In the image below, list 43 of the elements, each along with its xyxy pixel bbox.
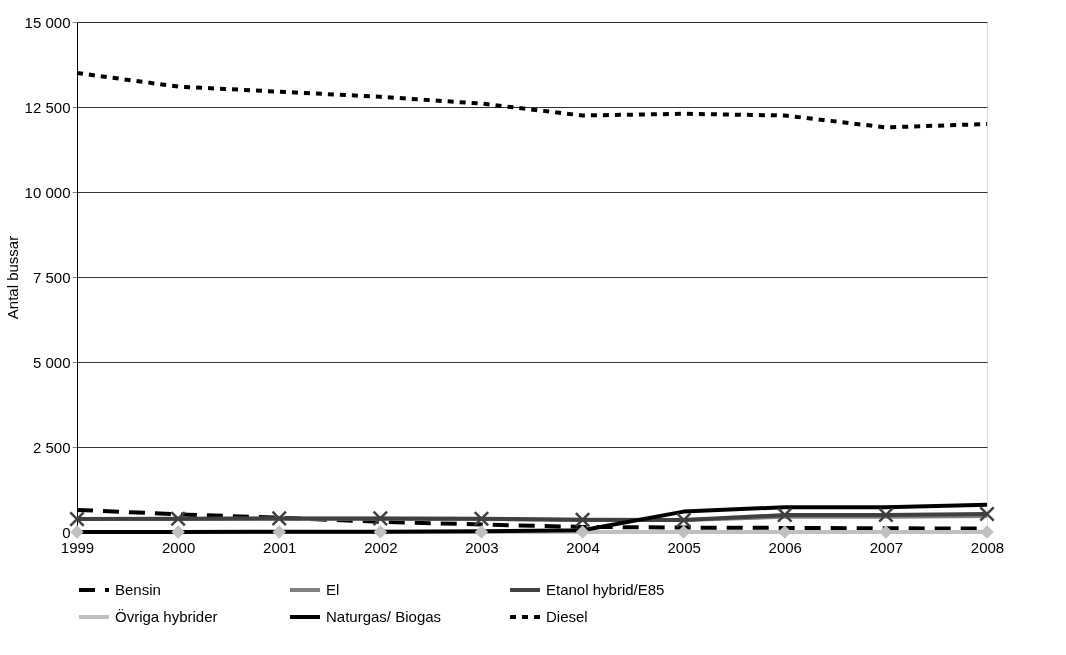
point <box>373 525 388 539</box>
y-tick-label: 2 500 <box>32 438 71 456</box>
y-tick-label: 7 500 <box>32 268 71 286</box>
point <box>170 510 187 527</box>
y-tick-label: 0 <box>62 523 71 541</box>
point <box>271 510 288 527</box>
point <box>778 525 792 539</box>
point <box>980 525 994 539</box>
point <box>474 525 489 539</box>
y-tick-label: 5 000 <box>32 353 71 371</box>
y-tick-label: 15 000 <box>24 13 71 31</box>
x-tick-label: 2003 <box>465 538 499 556</box>
x-tick-label: 2004 <box>566 538 600 556</box>
x-tick-label: 2006 <box>768 538 802 556</box>
x-tick-label: 2000 <box>161 538 196 556</box>
point <box>171 525 185 539</box>
point <box>979 506 995 522</box>
x-tick-label: 2001 <box>263 538 297 556</box>
legend-label: Diesel <box>546 608 588 625</box>
x-tick-label: 2008 <box>970 538 1005 556</box>
x-tick-label: 1999 <box>60 538 95 556</box>
point <box>69 511 85 528</box>
point <box>776 507 793 523</box>
point <box>272 525 286 539</box>
legend-label: Etanol hybrid/E85 <box>546 581 665 598</box>
y-tick-label: 10 000 <box>24 183 71 201</box>
point <box>877 507 894 523</box>
x-tick-label: 2005 <box>667 538 701 556</box>
legend-label: Naturgas/ Biogas <box>326 608 442 625</box>
point <box>675 512 692 529</box>
legend-label: Bensin <box>115 581 161 598</box>
point <box>575 525 590 539</box>
point <box>574 511 591 528</box>
y-axis-title: Antal bussar <box>3 235 21 320</box>
x-tick-label: 2002 <box>364 538 398 556</box>
point <box>372 510 389 527</box>
legend-label: Övriga hybrider <box>115 608 218 625</box>
x-tick-label: 2007 <box>869 538 904 556</box>
point <box>473 510 490 527</box>
point <box>70 525 84 539</box>
y-tick-label: 12 500 <box>24 98 71 116</box>
legend-label: El <box>326 581 340 598</box>
point <box>879 525 893 539</box>
